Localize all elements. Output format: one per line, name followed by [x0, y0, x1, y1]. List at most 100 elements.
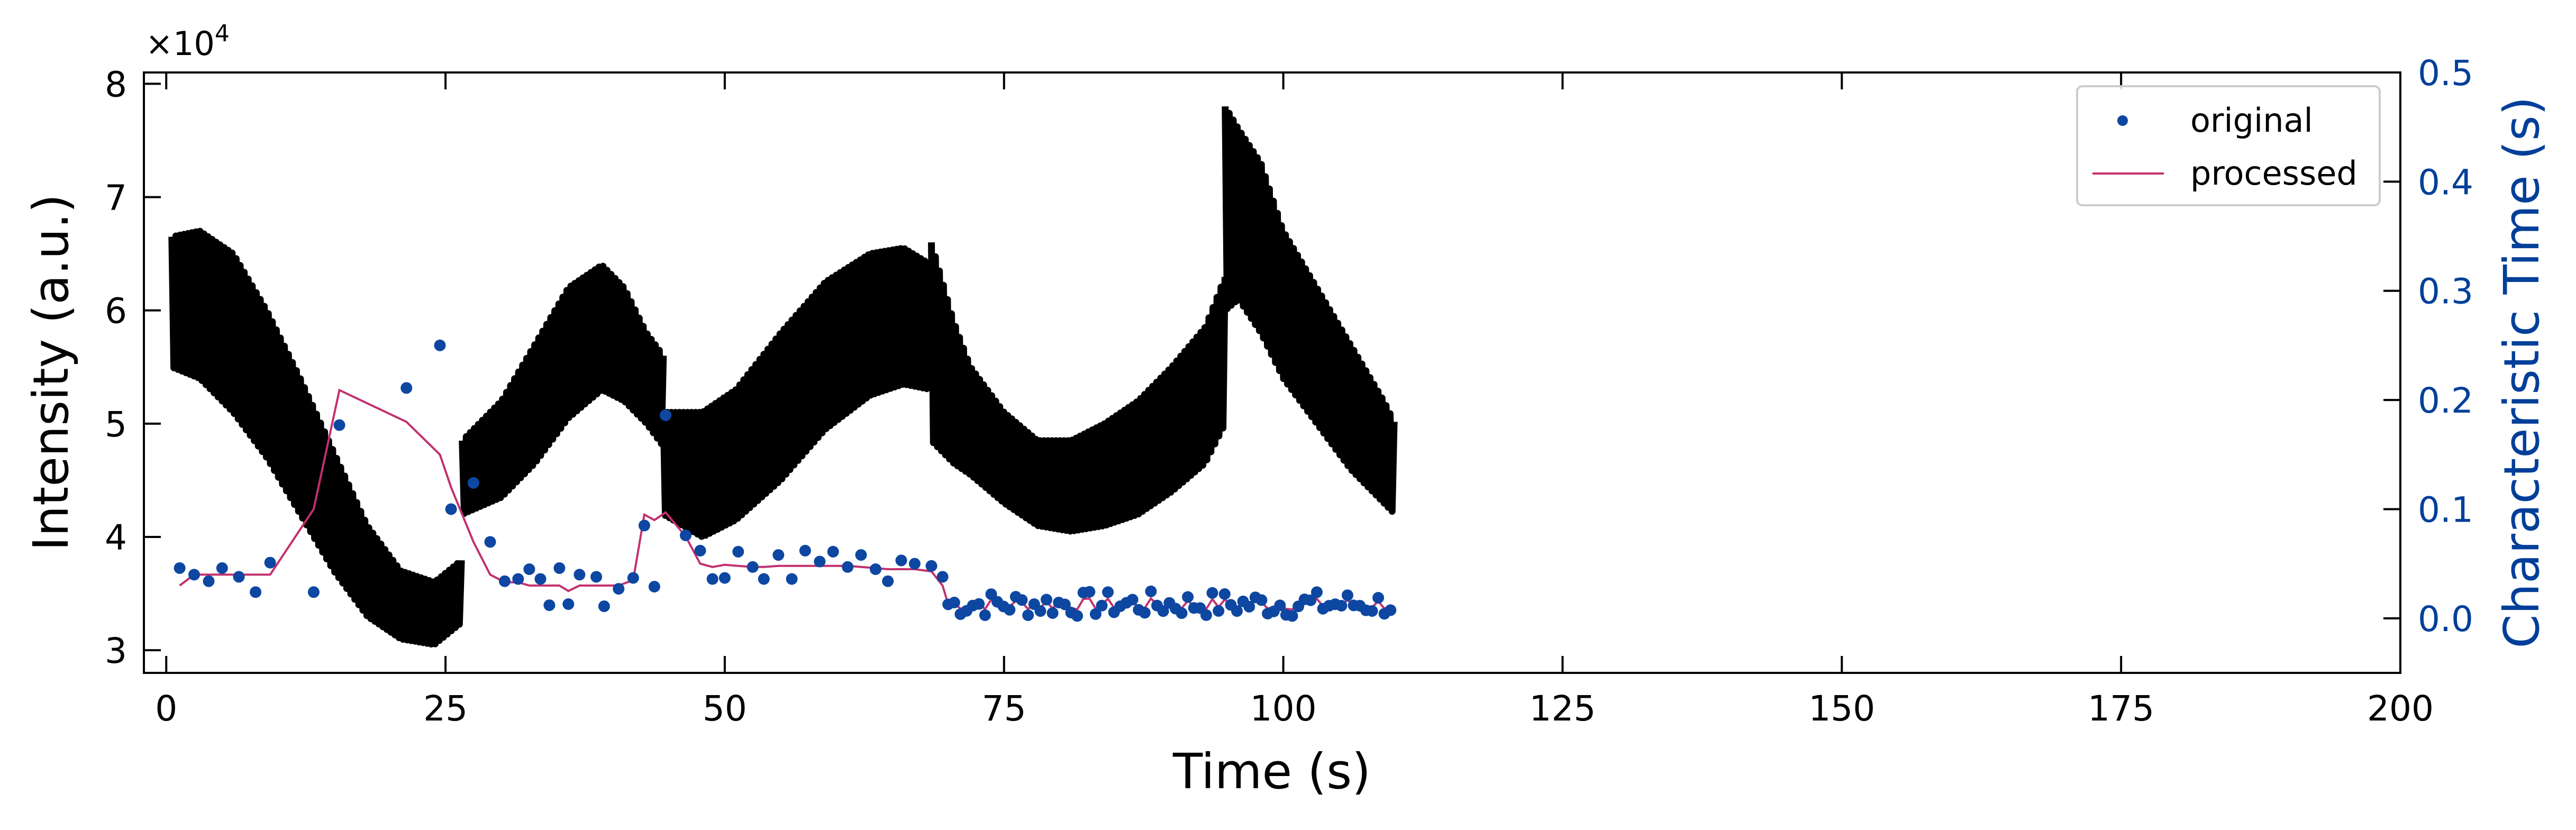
original-point — [543, 599, 556, 612]
right-tick-label: 0.2 — [2418, 380, 2473, 421]
original-point — [1182, 591, 1194, 603]
original-point — [250, 586, 262, 598]
original-point — [1139, 607, 1151, 619]
original-point — [233, 571, 245, 583]
original-point — [1274, 599, 1286, 612]
x-tick-label: 0 — [155, 688, 177, 729]
intensity-segment-0 — [168, 227, 465, 647]
legend-original-label: original — [2190, 101, 2313, 140]
original-point — [1176, 607, 1188, 619]
original-point — [948, 597, 960, 608]
original-point — [694, 544, 706, 557]
original-point — [598, 600, 610, 613]
x-tick-label: 100 — [1250, 688, 1317, 729]
original-point — [718, 572, 731, 584]
original-point — [758, 573, 770, 585]
left-axis-title: Intensity (a.u.) — [23, 194, 79, 551]
original-point — [648, 581, 660, 592]
exponent-base: ×10 — [145, 24, 215, 63]
original-point — [534, 573, 547, 585]
original-point — [1305, 594, 1317, 606]
original-point — [1255, 594, 1268, 606]
x-tick-label: 50 — [703, 688, 747, 729]
original-point — [499, 575, 511, 587]
original-point — [870, 563, 881, 575]
original-point — [895, 554, 907, 567]
original-point — [638, 519, 650, 532]
original-point — [216, 562, 228, 574]
plot-content — [168, 106, 1398, 647]
original-point — [1145, 585, 1157, 597]
intensity-segment-1 — [459, 262, 667, 517]
left-tick-label: 7 — [105, 178, 127, 218]
original-point — [908, 558, 921, 570]
intensity-series — [168, 106, 1398, 647]
original-point — [1213, 605, 1225, 617]
original-point — [732, 545, 744, 558]
original-point — [1157, 605, 1169, 617]
original-point — [936, 571, 949, 583]
original-point — [827, 545, 839, 558]
original-point — [333, 419, 345, 431]
x-tick-label: 75 — [982, 688, 1026, 729]
original-point — [1243, 600, 1255, 613]
original-point — [523, 563, 535, 575]
original-point — [484, 536, 496, 548]
right-axis-title: Characteristic Time (s) — [2493, 96, 2550, 648]
original-point — [706, 573, 718, 585]
original-point — [467, 477, 479, 489]
intensity-segment-3 — [928, 242, 1228, 535]
plot-frame — [143, 71, 2401, 674]
original-point — [1059, 598, 1071, 610]
original-point — [1126, 594, 1139, 606]
legend-original-marker — [2117, 115, 2128, 126]
original-point — [627, 572, 639, 584]
original-point — [264, 557, 276, 569]
x-tick-label: 25 — [423, 688, 468, 729]
original-point — [590, 571, 603, 583]
original-point — [747, 561, 759, 573]
original-point — [1218, 588, 1231, 600]
x-tick-label: 175 — [2088, 688, 2154, 729]
left-tick-label: 3 — [105, 631, 127, 671]
original-point — [1022, 609, 1034, 621]
original-point — [1016, 594, 1028, 606]
original-point — [1034, 605, 1046, 617]
original-point — [1335, 600, 1348, 612]
original-point — [512, 573, 524, 585]
right-tick-label: 0.3 — [2418, 271, 2473, 312]
original-point — [1286, 610, 1298, 622]
legend-box — [2076, 85, 2381, 206]
original-point — [400, 382, 413, 394]
original-point — [772, 549, 785, 561]
original-point — [979, 609, 991, 621]
original-point — [660, 409, 671, 421]
original-point — [882, 575, 894, 587]
intensity-segment-4 — [1222, 106, 1398, 515]
original-point — [613, 583, 625, 595]
original-point — [680, 530, 691, 541]
original-point — [1096, 599, 1108, 612]
legend-processed-label: processed — [2190, 154, 2357, 193]
right-tick-label: 0.0 — [2418, 599, 2473, 640]
original-point — [1046, 607, 1059, 619]
original-point — [1102, 586, 1114, 598]
original-point — [188, 569, 200, 581]
left-tick-label: 4 — [105, 517, 127, 558]
original-point — [1089, 608, 1102, 620]
right-tick-label: 0.5 — [2418, 53, 2473, 94]
x-tick-label: 150 — [1808, 688, 1875, 729]
original-point — [1004, 604, 1016, 616]
original-point — [174, 562, 186, 574]
exponent-power: 4 — [215, 20, 230, 47]
original-point — [1311, 586, 1323, 598]
right-tick-label: 0.1 — [2418, 489, 2473, 530]
original-point — [1372, 592, 1385, 604]
original-point — [973, 598, 985, 610]
svg-text:×104: ×104 — [145, 20, 230, 63]
original-point — [203, 575, 215, 587]
original-point — [1200, 609, 1212, 621]
original-point — [842, 561, 854, 573]
left-tick-label: 6 — [105, 291, 127, 332]
original-point — [1206, 587, 1218, 599]
